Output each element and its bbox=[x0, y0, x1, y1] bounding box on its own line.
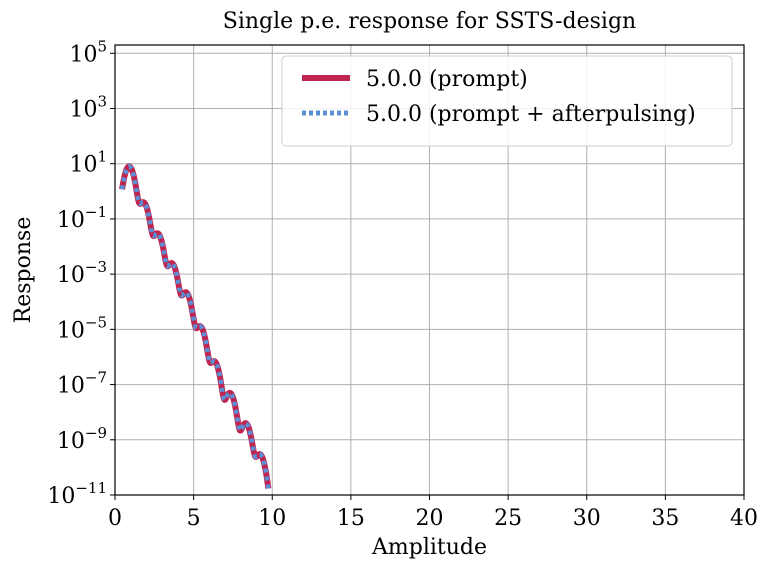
y-tick-label: 10−5 bbox=[57, 313, 107, 343]
y-tick-base: 10 bbox=[57, 263, 85, 288]
y-tick-base: 10 bbox=[57, 374, 85, 399]
x-tick-label: 5 bbox=[187, 506, 201, 531]
chart-title: Single p.e. response for SSTS-design bbox=[223, 9, 636, 34]
y-tick-label: 10−3 bbox=[57, 258, 107, 288]
y-tick-base: 10 bbox=[57, 318, 85, 343]
y-tick-label: 105 bbox=[69, 37, 107, 67]
y-tick-base: 10 bbox=[69, 42, 97, 67]
y-tick-label: 10−1 bbox=[57, 203, 107, 233]
legend-box bbox=[281, 55, 733, 147]
y-tick-exponent: −1 bbox=[85, 203, 107, 221]
y-tick-label: 10−9 bbox=[57, 424, 107, 454]
y-tick-base: 10 bbox=[47, 484, 75, 509]
x-tick-label: 10 bbox=[258, 506, 286, 531]
y-tick-exponent: −9 bbox=[85, 424, 107, 442]
legend-label-prompt: 5.0.0 (prompt) bbox=[366, 67, 528, 92]
series-layer bbox=[119, 163, 272, 491]
y-tick-label: 103 bbox=[69, 92, 107, 122]
y-tick-exponent: −3 bbox=[85, 258, 107, 276]
x-tick-label: 35 bbox=[651, 506, 679, 531]
legend: 5.0.0 (prompt) 5.0.0 (prompt + afterpulsi… bbox=[281, 55, 733, 147]
y-tick-label: 10−7 bbox=[57, 369, 107, 399]
legend-label-afterpulsing: 5.0.0 (prompt + afterpulsing) bbox=[366, 102, 696, 127]
y-tick-base: 10 bbox=[57, 208, 85, 233]
x-tick-label: 30 bbox=[573, 506, 601, 531]
x-tick-label: 0 bbox=[108, 506, 122, 531]
y-tick-label: 10−11 bbox=[47, 479, 107, 509]
axes: 0 5 10 15 20 25 30 35 4010510310110−110−310−510−… bbox=[47, 37, 758, 531]
y-tick-exponent: −5 bbox=[85, 313, 107, 331]
y-tick-exponent: 5 bbox=[97, 37, 107, 55]
y-tick-exponent: 1 bbox=[97, 148, 107, 166]
x-tick-label: 25 bbox=[494, 506, 522, 531]
y-tick-base: 10 bbox=[69, 97, 97, 122]
series-line-prompt-afterpulsing bbox=[119, 164, 271, 489]
x-tick-label: 40 bbox=[730, 506, 758, 531]
y-tick-label: 101 bbox=[69, 148, 107, 178]
x-axis-label: Amplitude bbox=[371, 535, 487, 560]
y-tick-exponent: 3 bbox=[97, 92, 107, 110]
y-tick-exponent: −11 bbox=[75, 479, 107, 497]
y-tick-base: 10 bbox=[69, 153, 97, 178]
y-tick-base: 10 bbox=[57, 429, 85, 454]
x-tick-label: 20 bbox=[416, 506, 444, 531]
y-axis-label: Response bbox=[11, 217, 36, 324]
x-tick-label: 15 bbox=[337, 506, 365, 531]
y-tick-exponent: −7 bbox=[85, 369, 107, 387]
